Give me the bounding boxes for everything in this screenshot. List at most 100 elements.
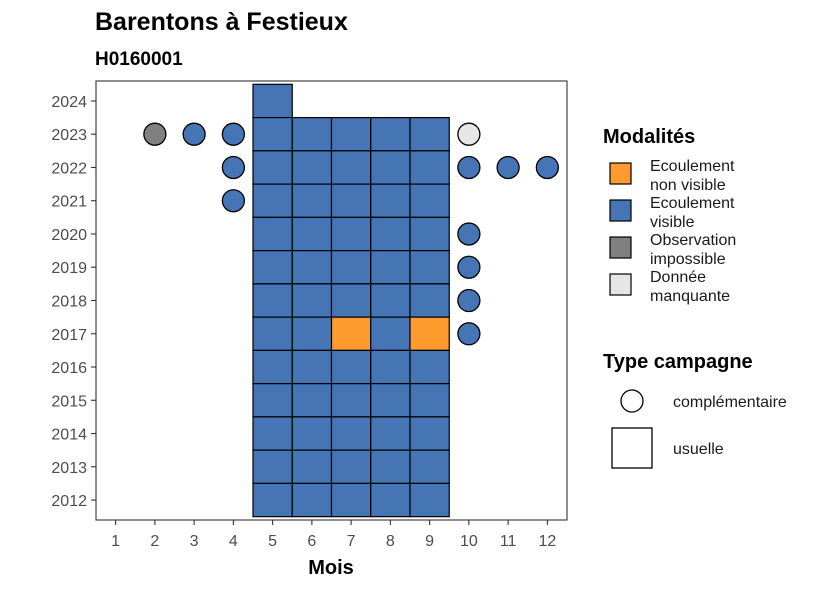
point-2022-11 — [496, 155, 520, 180]
point-2019-10 — [457, 255, 481, 279]
point-2022-12 — [535, 155, 560, 180]
y-tick-label-2015: 2015 — [51, 393, 87, 410]
cell-2012-7 — [330, 482, 372, 518]
cell-2023-6 — [291, 116, 333, 152]
point-2022-10 — [457, 155, 481, 180]
cell-2014-7 — [330, 416, 372, 451]
legend-title-modalites: Modalités — [603, 126, 695, 148]
y-tick-label-2012: 2012 — [51, 493, 87, 510]
cell-2016-6 — [291, 349, 333, 385]
legend-label-ecoulement-non-visible: Ecoulement non visible — [650, 158, 735, 194]
cell-2014-6 — [291, 416, 333, 451]
cell-2020-8 — [370, 216, 411, 252]
cell-2023-8 — [370, 116, 411, 152]
cell-2022-6 — [291, 150, 333, 185]
point-2017-10 — [457, 322, 481, 346]
point-2023-3 — [182, 122, 206, 146]
cell-2015-6 — [291, 383, 333, 418]
cell-2014-8 — [370, 416, 411, 451]
cell-2012-9 — [409, 482, 450, 518]
cell-2013-9 — [409, 449, 450, 485]
cell-2016-8 — [370, 349, 411, 385]
legend-key-donnee-manquante — [609, 273, 632, 296]
cell-2019-5 — [252, 250, 293, 285]
cell-2012-5 — [252, 482, 293, 518]
cell-2021-7 — [330, 183, 372, 218]
legend-key-complementaire — [620, 389, 644, 413]
cell-2021-6 — [291, 183, 333, 218]
cell-2014-9 — [409, 416, 450, 451]
cell-2020-6 — [291, 216, 333, 252]
cell-2020-5 — [252, 216, 293, 252]
cell-2019-6 — [291, 250, 333, 285]
cell-2013-8 — [370, 449, 411, 485]
cell-2013-5 — [252, 449, 293, 485]
cell-2018-8 — [370, 283, 411, 318]
cell-2016-5 — [252, 349, 293, 385]
y-tick-label-2016: 2016 — [51, 360, 87, 377]
y-tick-label-2014: 2014 — [51, 427, 87, 444]
legend-key-ecoulement-visible — [609, 199, 632, 222]
y-axis: 2012 2013 2014 2015 2016 2017 2018 2019 2020 2021… — [51, 94, 96, 510]
cell-2017-9 — [409, 316, 450, 351]
cell-2012-8 — [370, 482, 411, 518]
x-tick-label-3: 3 — [190, 533, 199, 550]
x-tick-label-4: 4 — [229, 533, 238, 550]
x-tick-label-10: 10 — [460, 533, 478, 550]
x-tick-label-12: 12 — [538, 533, 556, 550]
legend-title-campagne: Type campagne — [603, 351, 753, 373]
legend: Modalités Ecoulement non visibleEcoulemen… — [603, 126, 787, 469]
point-2018-10 — [457, 288, 481, 313]
point-2023-4 — [221, 122, 246, 146]
cell-2019-7 — [330, 250, 372, 285]
cell-2015-8 — [370, 383, 411, 418]
x-axis-title: Mois — [308, 557, 354, 579]
cell-2019-9 — [409, 250, 450, 285]
x-axis: 1 2 3 4 5 6 7 8 9 10 11 12 — [111, 520, 556, 550]
y-tick-label-2020: 2020 — [51, 227, 87, 244]
point-2021-4 — [221, 189, 246, 213]
cell-2012-6 — [291, 482, 333, 518]
cell-2022-9 — [409, 150, 450, 185]
legend-label-donnee-manquante: Donnée manquante — [650, 269, 730, 305]
cell-2020-7 — [330, 216, 372, 252]
y-tick-label-2013: 2013 — [51, 460, 87, 477]
point-2020-10 — [457, 222, 481, 246]
chart-title: Barentons à Festieux — [95, 8, 348, 36]
cell-2022-8 — [370, 150, 411, 185]
cell-2023-7 — [330, 116, 372, 152]
point-2023-2 — [143, 122, 167, 146]
cell-2013-6 — [291, 449, 333, 485]
cell-2021-9 — [409, 183, 450, 218]
y-tick-label-2017: 2017 — [51, 327, 87, 344]
cell-2017-7 — [330, 316, 372, 351]
legend-key-observation-impossible — [609, 236, 632, 259]
y-tick-label-2018: 2018 — [51, 294, 87, 311]
cell-2017-5 — [252, 316, 293, 351]
x-tick-label-11: 11 — [500, 533, 517, 550]
cell-2022-7 — [330, 150, 372, 185]
legend-label-ecoulement-visible: Ecoulement visible — [650, 195, 735, 231]
cell-2014-5 — [252, 416, 293, 451]
y-tick-label-2023: 2023 — [51, 127, 87, 144]
legend-label-complementaire: complémentaire — [673, 394, 787, 411]
cell-2021-5 — [252, 183, 293, 218]
cell-2015-9 — [409, 383, 450, 418]
cell-2018-7 — [330, 283, 372, 318]
cell-2018-6 — [291, 283, 333, 318]
x-tick-label-9: 9 — [425, 533, 434, 550]
legend-campagnes: complémentaire usuelle — [611, 389, 787, 469]
cell-2021-8 — [370, 183, 411, 218]
x-tick-label-1: 1 — [111, 533, 120, 550]
point-2023-10 — [457, 122, 481, 146]
chart-subtitle: H0160001 — [95, 49, 183, 70]
legend-label-observation-impossible: Observation impossible — [650, 232, 736, 268]
cell-2013-7 — [330, 449, 372, 485]
cell-2018-9 — [409, 283, 450, 318]
observation-marks — [143, 83, 560, 518]
cell-2016-9 — [409, 349, 450, 385]
cell-2018-5 — [252, 283, 293, 318]
legend-key-usuelle — [611, 427, 653, 469]
point-2022-4 — [221, 155, 246, 180]
